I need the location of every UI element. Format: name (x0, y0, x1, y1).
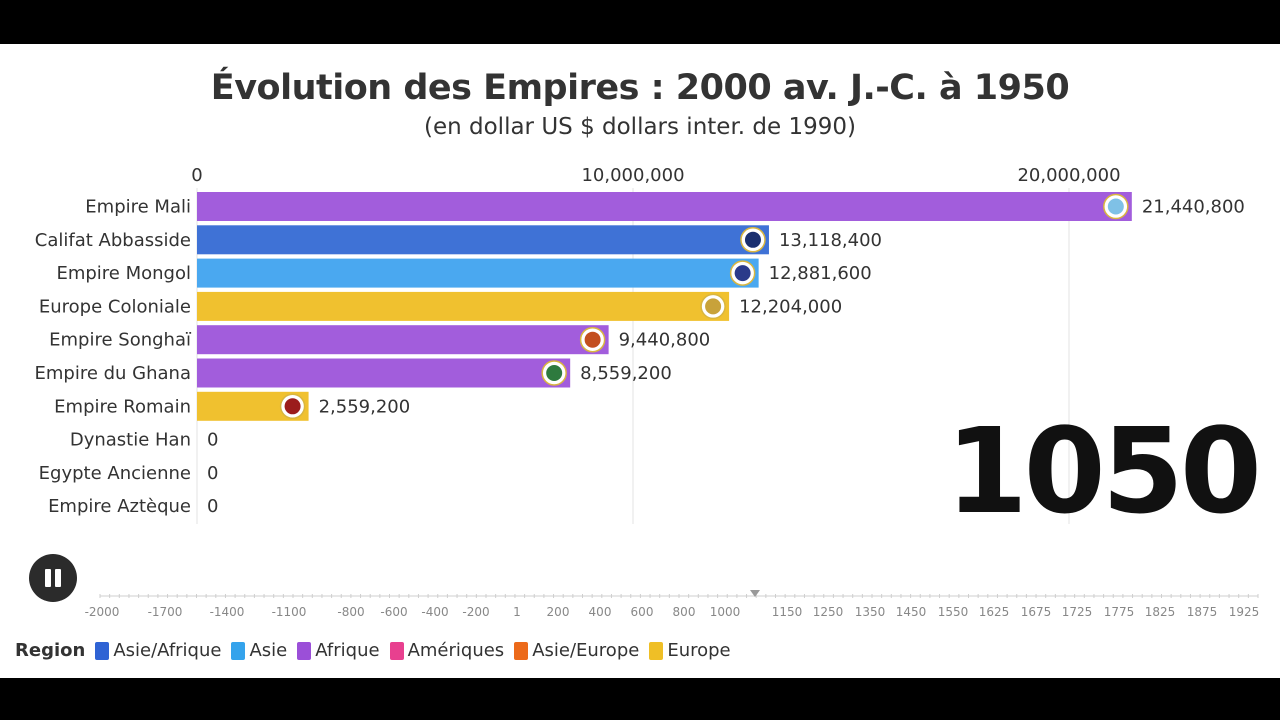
legend-title: Region (15, 640, 86, 661)
timeline-tick-label: 1 (513, 605, 521, 619)
timeline-tick-label: -600 (380, 605, 407, 619)
timeline-tick-label: -1400 (210, 605, 245, 619)
x-tick-label: 20,000,000 (1017, 165, 1120, 186)
timeline-tick-label: 1825 (1145, 605, 1176, 619)
legend-swatch (389, 641, 404, 660)
timeline-tick-label: -1100 (272, 605, 307, 619)
value-label: 0 (207, 496, 218, 517)
value-label: 0 (207, 463, 218, 484)
value-label: 9,440,800 (619, 330, 711, 351)
bar (197, 358, 571, 388)
bar (197, 325, 609, 355)
timeline-tick-label: 1775 (1104, 605, 1135, 619)
timeline-tick-label: 1625 (979, 605, 1010, 619)
calligraphy-emblem-icon-inner (744, 231, 761, 248)
legend-item[interactable]: Europe (649, 640, 731, 661)
timeline-tick-label: 1875 (1187, 605, 1218, 619)
mongol-emblem-icon-inner (734, 265, 751, 282)
timeline-tick-label: 1150 (772, 605, 803, 619)
legend-label: Amériques (407, 640, 505, 661)
category-label: Dynastie Han (70, 430, 191, 451)
timeline-tick-label: 1925 (1229, 605, 1260, 619)
chart-canvas: Évolution des Empires : 2000 av. J.-C. à… (0, 44, 1280, 678)
timeline-tick-label: -1700 (148, 605, 183, 619)
legend-swatch (514, 641, 529, 660)
legend-swatch (95, 641, 110, 660)
legend-swatch (231, 641, 246, 660)
bar (197, 225, 769, 255)
legend-label: Asie (249, 640, 288, 661)
timeline-tick-label: 1675 (1021, 605, 1052, 619)
legend-label: Asie/Europe (532, 640, 640, 661)
legend-label: Europe (667, 640, 731, 661)
timeline-tick-label: 1350 (855, 605, 886, 619)
bar (197, 291, 730, 321)
category-label: Empire Mongol (56, 263, 191, 284)
value-label: 12,881,600 (769, 263, 872, 284)
timeline-tick-label: -2000 (85, 605, 120, 619)
category-label: Europe Coloniale (39, 296, 191, 317)
legend-label: Asie/Afrique (113, 640, 222, 661)
legend-swatch (649, 641, 664, 660)
bar-chart: 0 10,000,000 20,000,000 Empire Mali 21,440,8… (34, 165, 1260, 619)
timeline-tick-label: 200 (547, 605, 570, 619)
timeline-tick-label: 1550 (938, 605, 969, 619)
ghana-emblem-icon-inner (546, 365, 563, 381)
legend-label: Afrique (315, 640, 380, 661)
value-label: 13,118,400 (779, 230, 882, 251)
pause-icon (45, 569, 51, 587)
category-label: Egypte Ancienne (39, 463, 191, 484)
timeline-tick-label: 1250 (813, 605, 844, 619)
timeline-tick-label: 800 (673, 605, 696, 619)
legend-swatch (297, 641, 312, 660)
chart-title: Évolution des Empires : 2000 av. J.-C. à… (210, 68, 1070, 108)
pause-button[interactable] (29, 554, 77, 602)
value-label: 21,440,800 (1142, 197, 1245, 218)
legend-items: Asie/Afrique Asie Afrique Amériques Asie/Eur… (95, 640, 740, 661)
year-counter: 1050 (945, 402, 1262, 540)
bar (197, 258, 759, 288)
legend-item[interactable]: Afrique (297, 640, 380, 661)
category-label: Empire Romain (54, 396, 191, 417)
spqr-icon-inner (284, 398, 301, 415)
timeline-tick-label: 1000 (710, 605, 741, 619)
category-label: Califat Abbasside (35, 230, 191, 251)
category-label: Empire Songhaï (49, 330, 192, 351)
songhai-emblem-icon-inner (584, 331, 601, 348)
coat-of-arms-icon-inner (705, 298, 722, 315)
x-tick-label: 0 (191, 165, 202, 186)
globe-icon-inner (1107, 198, 1124, 215)
timeline-tick-label: 1725 (1062, 605, 1093, 619)
legend: Region Asie/Afrique Asie Afrique Amériques A… (15, 640, 741, 661)
category-label: Empire Mali (85, 197, 191, 218)
x-tick-label: 10,000,000 (581, 165, 684, 186)
legend-item[interactable]: Asie/Europe (514, 640, 639, 661)
category-label: Empire du Ghana (34, 363, 191, 384)
timeline-tick-label: 600 (631, 605, 654, 619)
chart-subtitle: (en dollar US $ dollars inter. de 1990) (424, 114, 856, 140)
category-label: Empire Aztèque (48, 496, 191, 517)
legend-item[interactable]: Asie (231, 640, 287, 661)
timeline-tick-label: -200 (462, 605, 489, 619)
value-label: 0 (207, 430, 218, 451)
value-label: 12,204,000 (739, 296, 842, 317)
timeline-tick-label: 1450 (896, 605, 927, 619)
pause-icon-bar (55, 569, 61, 587)
timeline-playhead-icon (750, 590, 760, 597)
timeline-tick-label: -800 (337, 605, 364, 619)
bar (197, 192, 1132, 221)
value-label: 2,559,200 (319, 396, 411, 417)
legend-item[interactable]: Amériques (389, 640, 505, 661)
timeline-tick-label: -400 (421, 605, 448, 619)
timeline-tick-label: 400 (589, 605, 612, 619)
legend-item[interactable]: Asie/Afrique (95, 640, 221, 661)
value-label: 8,559,200 (580, 363, 672, 384)
